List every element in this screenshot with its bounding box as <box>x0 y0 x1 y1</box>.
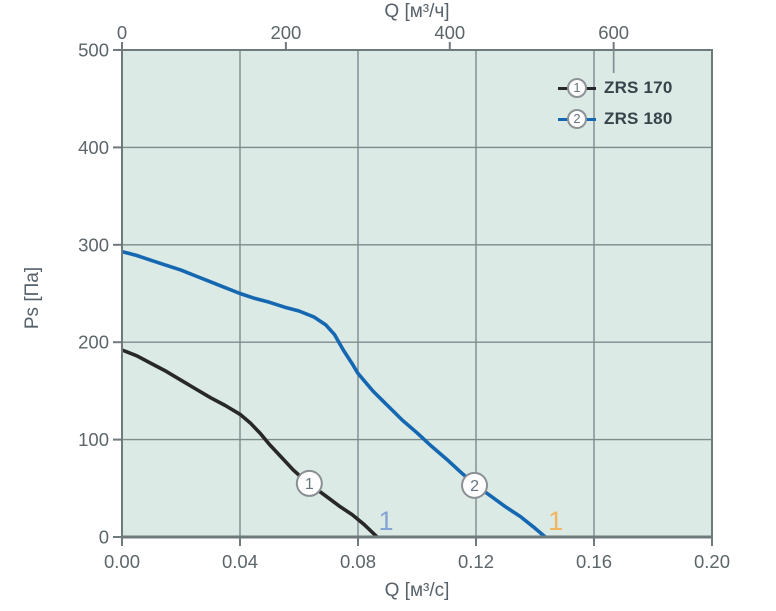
curve-marker-circle-1 <box>295 469 323 497</box>
legend-line-2: 2 <box>558 109 596 129</box>
bottom-axis-title: Q [м³/с] <box>384 580 450 601</box>
legend-label-zrs-170: ZRS 170 <box>604 78 673 97</box>
top-tick-label: 400 <box>434 22 465 43</box>
x-tick-label: 0.00 <box>104 551 140 572</box>
curve-number-badge-2: 2 <box>567 109 587 129</box>
y-tick-label: 500 <box>78 40 109 61</box>
legend-item-zrs-180: 2 ZRS 180 <box>558 108 673 130</box>
y-tick-label: 300 <box>78 234 109 255</box>
curve-marker-circle-2 <box>461 471 489 499</box>
x-tick-label: 0.20 <box>694 551 730 572</box>
legend-line-1: 1 <box>558 78 596 98</box>
y-tick-label: 400 <box>78 137 109 158</box>
legend: 1 ZRS 170 2 ZRS 180 <box>558 77 673 130</box>
y-tick-label: 200 <box>78 332 109 353</box>
top-tick-label: 0 <box>117 22 127 43</box>
curve-zrs-170 <box>122 348 380 537</box>
legend-item-zrs-170: 1 ZRS 170 <box>558 77 673 99</box>
x-tick-label: 0.04 <box>222 551 258 572</box>
y-tick-label: 0 <box>99 527 109 548</box>
x-tick-label: 0.16 <box>576 551 612 572</box>
curve-marker-number-2: 2 <box>470 478 479 495</box>
speed-setting-label: 1 <box>548 506 563 536</box>
curve-marker-number-1: 1 <box>305 476 314 493</box>
curve-number-badge-1: 1 <box>567 78 587 98</box>
x-tick-label: 0.08 <box>340 551 376 572</box>
speed-setting-label: 1 <box>379 506 394 536</box>
y-axis-title: Ps [Па] <box>22 266 43 330</box>
legend-label-zrs-180: ZRS 180 <box>604 109 673 128</box>
plot-area <box>122 50 712 537</box>
top-tick-label: 600 <box>598 22 629 43</box>
y-tick-label: 100 <box>78 429 109 450</box>
x-tick-label: 0.12 <box>458 551 494 572</box>
top-axis-title: Q [м³/ч] <box>384 1 450 22</box>
top-tick-label: 200 <box>270 22 301 43</box>
